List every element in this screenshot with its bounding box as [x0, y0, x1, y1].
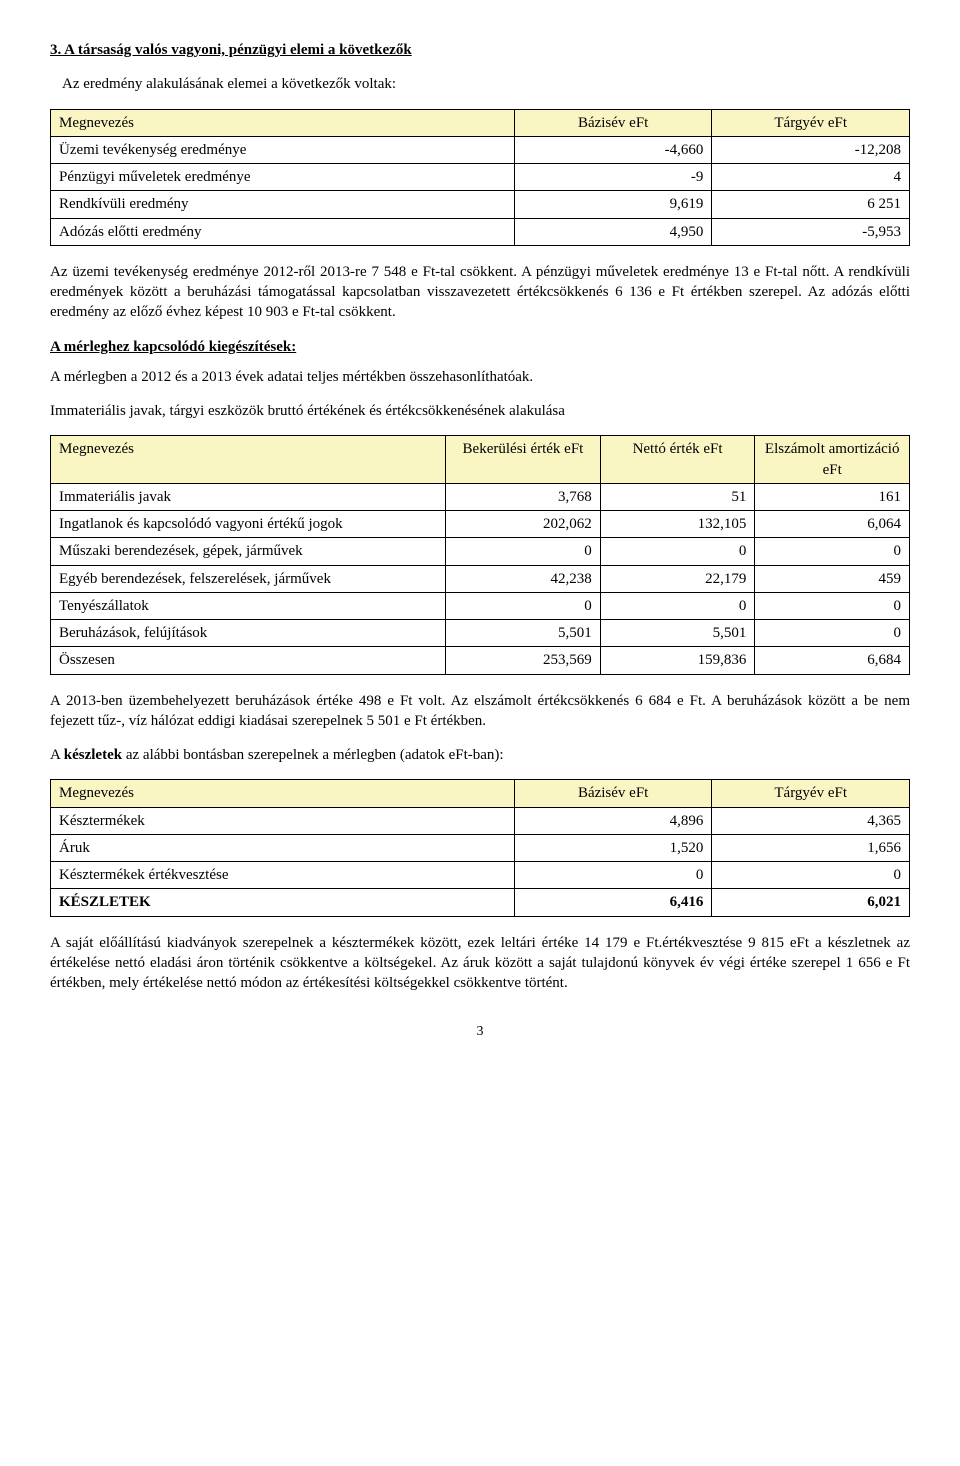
td-val: 0	[514, 862, 712, 889]
p5-rest: az alábbi bontásban szerepelnek a mérleg…	[122, 747, 504, 763]
td-label: Beruházások, felújítások	[51, 620, 446, 647]
th-target: Tárgyév eFt	[712, 780, 910, 807]
p5-bold: készletek	[64, 747, 122, 763]
table-header-row: Megnevezés Bekerülési érték eFt Nettó ér…	[51, 436, 910, 484]
td-val: -12,208	[712, 136, 910, 163]
table-total-row: KÉSZLETEK 6,416 6,021	[51, 889, 910, 916]
paragraph-1: Az üzemi tevékenység eredménye 2012-ről …	[50, 262, 910, 323]
td-val: 6 251	[712, 191, 910, 218]
td-val: 161	[755, 483, 910, 510]
table-row: Tenyészállatok000	[51, 592, 910, 619]
table-row: Beruházások, felújítások5,5015,5010	[51, 620, 910, 647]
intro-line: Az eredmény alakulásának elemei a követk…	[62, 74, 910, 94]
table-inventory: Megnevezés Bázisév eFt Tárgyév eFt Készt…	[50, 779, 910, 916]
table-row: Összesen253,569159,8366,684	[51, 647, 910, 674]
td-val: 4,950	[514, 218, 712, 245]
table-row: Pénzügyi műveletek eredménye-94	[51, 164, 910, 191]
td-label: Műszaki berendezések, gépek, járművek	[51, 538, 446, 565]
paragraph-2: A mérlegben a 2012 és a 2013 évek adatai…	[50, 367, 910, 387]
td-val: 0	[712, 862, 910, 889]
td-val: 3,768	[446, 483, 601, 510]
th-name: Megnevezés	[51, 780, 515, 807]
table-row: Ingatlanok és kapcsolódó vagyoni értékű …	[51, 511, 910, 538]
table-row: Műszaki berendezések, gépek, járművek000	[51, 538, 910, 565]
paragraph-4: A 2013-ben üzembehelyezett beruházások é…	[50, 691, 910, 732]
td-val: 6,416	[514, 889, 712, 916]
table-row: Üzemi tevékenység eredménye-4,660-12,208	[51, 136, 910, 163]
table-row: Egyéb berendezések, felszerelések, jármű…	[51, 565, 910, 592]
table-row: Adózás előtti eredmény4,950-5,953	[51, 218, 910, 245]
th-name: Megnevezés	[51, 436, 446, 484]
table-header-row: Megnevezés Bázisév eFt Tárgyév eFt	[51, 780, 910, 807]
td-val: 4,896	[514, 807, 712, 834]
td-val: 159,836	[600, 647, 755, 674]
td-val: 22,179	[600, 565, 755, 592]
td-val: 0	[755, 592, 910, 619]
table-row: Késztermékek értékvesztése00	[51, 862, 910, 889]
table-header-row: Megnevezés Bázisév eFt Tárgyév eFt	[51, 109, 910, 136]
table-results: Megnevezés Bázisév eFt Tárgyév eFt Üzemi…	[50, 109, 910, 246]
td-label: Ingatlanok és kapcsolódó vagyoni értékű …	[51, 511, 446, 538]
td-val: -5,953	[712, 218, 910, 245]
td-val: 9,619	[514, 191, 712, 218]
td-label: Összesen	[51, 647, 446, 674]
table-row: Immateriális javak3,76851161	[51, 483, 910, 510]
td-val: 459	[755, 565, 910, 592]
td-val: 5,501	[600, 620, 755, 647]
td-label: Adózás előtti eredmény	[51, 218, 515, 245]
td-val: 6,021	[712, 889, 910, 916]
td-label: Immateriális javak	[51, 483, 446, 510]
td-label: Késztermékek értékvesztése	[51, 862, 515, 889]
td-val: 253,569	[446, 647, 601, 674]
td-val: -9	[514, 164, 712, 191]
th-name: Megnevezés	[51, 109, 515, 136]
td-val: 0	[755, 620, 910, 647]
subheading-1: A mérleghez kapcsolódó kiegészítések:	[50, 337, 910, 357]
paragraph-3: Immateriális javak, tárgyi eszközök brut…	[50, 401, 910, 421]
td-val: 6,064	[755, 511, 910, 538]
td-val: 4	[712, 164, 910, 191]
td-val: 202,062	[446, 511, 601, 538]
td-val: 4,365	[712, 807, 910, 834]
table-row: Késztermékek4,8964,365	[51, 807, 910, 834]
page-number: 3	[50, 1023, 910, 1042]
th-cost: Bekerülési érték eFt	[446, 436, 601, 484]
td-label: Rendkívüli eredmény	[51, 191, 515, 218]
td-val: 0	[600, 592, 755, 619]
td-label: Áruk	[51, 834, 515, 861]
td-label: Késztermékek	[51, 807, 515, 834]
th-amort: Elszámolt amortizáció eFt	[755, 436, 910, 484]
td-val: 1,656	[712, 834, 910, 861]
paragraph-5: A készletek az alábbi bontásban szerepel…	[50, 745, 910, 765]
td-val: 0	[600, 538, 755, 565]
table-row: Áruk1,5201,656	[51, 834, 910, 861]
td-val: 0	[446, 538, 601, 565]
td-val: 51	[600, 483, 755, 510]
th-base: Bázisév eFt	[514, 109, 712, 136]
td-val: 132,105	[600, 511, 755, 538]
p5-prefix: A	[50, 747, 64, 763]
td-label: KÉSZLETEK	[51, 889, 515, 916]
td-val: 0	[755, 538, 910, 565]
td-label: Egyéb berendezések, felszerelések, jármű…	[51, 565, 446, 592]
td-label: Pénzügyi műveletek eredménye	[51, 164, 515, 191]
td-val: 0	[446, 592, 601, 619]
td-val: 1,520	[514, 834, 712, 861]
td-val: 42,238	[446, 565, 601, 592]
td-label: Tenyészállatok	[51, 592, 446, 619]
table-assets: Megnevezés Bekerülési érték eFt Nettó ér…	[50, 435, 910, 674]
td-val: -4,660	[514, 136, 712, 163]
td-val: 6,684	[755, 647, 910, 674]
td-label: Üzemi tevékenység eredménye	[51, 136, 515, 163]
th-net: Nettó érték eFt	[600, 436, 755, 484]
th-base: Bázisév eFt	[514, 780, 712, 807]
th-target: Tárgyév eFt	[712, 109, 910, 136]
section-heading: 3. A társaság valós vagyoni, pénzügyi el…	[50, 40, 910, 60]
table-row: Rendkívüli eredmény9,6196 251	[51, 191, 910, 218]
td-val: 5,501	[446, 620, 601, 647]
paragraph-6: A saját előállítású kiadványok szerepeln…	[50, 933, 910, 994]
